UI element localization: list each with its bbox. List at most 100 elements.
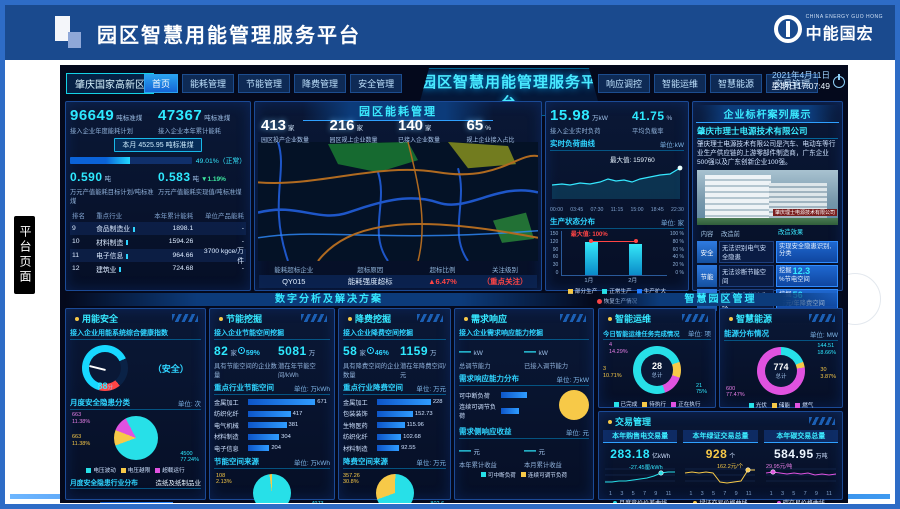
demand-tab[interactable]: 需求响应 [458, 312, 590, 325]
tick-label: 60 [552, 254, 559, 261]
plan-progress: 49.01%（正常） [70, 155, 246, 165]
tick-label: 150 [550, 231, 559, 237]
svg-text:-27.45厘/kWh: -27.45厘/kWh [629, 464, 663, 471]
health-gauge-row: 88分 （安全） [70, 342, 201, 394]
saving-mining-section: 接入企业节能空间挖掘 [214, 328, 330, 340]
datetime: 2021年4月11日 星期日17:07:49 [771, 70, 830, 91]
safety-tab[interactable]: 用能安全 [69, 312, 202, 325]
power-icon[interactable] [833, 76, 845, 88]
progress-fill [70, 156, 130, 164]
tab-energy-mgmt[interactable]: 能耗管理 [182, 74, 235, 93]
demand-pie-graphic [559, 390, 589, 421]
company-logo: CHINA ENERGY GUO HONG 中能国宏 [773, 14, 883, 44]
senergy-tab[interactable]: 智慧能源 [723, 312, 839, 325]
stat-intensity-actual: 0.583 吨 ▼1.19% 万元产值能耗实现值/吨标准煤 [158, 170, 242, 196]
stat-connected-adjust: — kW 已接入调节能力 [524, 344, 569, 370]
park-stats: 413 家 园区投产企业数量 216 家 园区规上企业数量 140 家 已接入企业数量… [261, 117, 535, 144]
tab-home[interactable]: 首页 [144, 74, 179, 93]
demand-capacity-section: 需求响应能力分布 单位: 万kW [459, 374, 589, 386]
tick-label: 40 % [672, 254, 684, 261]
table-row[interactable]: 9 食品制造业 1898.1 - [70, 221, 246, 235]
park-map[interactable] [257, 141, 539, 262]
bar [501, 408, 520, 414]
tab-smart-ops[interactable]: 智能运维 [654, 74, 707, 93]
tab-trade-mgmt[interactable]: 交易管理 [766, 74, 819, 93]
nav-tabs-right: 响应调控 智能运维 智慧能源 交易管理 [598, 74, 819, 93]
tick-label: 1月 [584, 278, 594, 284]
over-limit-header: 能耗超标企业 超标原因 超标比例 关注级别 [274, 267, 519, 274]
trade-tab[interactable]: 交易管理 [602, 415, 839, 428]
benchmark-row-safety: 安全 无法识别电气安全隐患 实现安全隐患识别,分类 [697, 240, 838, 263]
benchmark-description: 肇庆理士电源技术有限公司是汽车、电动车等行业生产供应链的上游零部件制造商，广东企… [697, 141, 836, 166]
curve-x-axis: 00:00 03:45 07:30 11:15 15:00 18:45 22:3… [550, 207, 684, 213]
tick-label: 80 % [672, 238, 684, 245]
banner-digital-analysis: 数字分析及解决方案 [65, 293, 593, 306]
bullet-icon [464, 316, 468, 321]
y-axis-right: 100 % 80 % 60 % 40 % 20 % 0 % [670, 231, 684, 285]
tab-cost-mgmt[interactable]: 降费管理 [294, 74, 347, 93]
pie-label: 4500 77.24% [180, 450, 199, 464]
tick-label: 100 % [669, 231, 684, 237]
stripes-deco [172, 314, 198, 322]
progress-track [70, 156, 192, 164]
tab-safety-mgmt[interactable]: 安全管理 [350, 74, 403, 93]
recovery-line [591, 241, 637, 242]
tick-label: 90 [552, 246, 559, 253]
ops-tab[interactable]: 智能运维 [602, 312, 712, 325]
saving-tab[interactable]: 节能挖掘 [213, 312, 331, 325]
clock-icon [237, 347, 245, 354]
pie-graphic [375, 473, 414, 503]
panel-benchmark-showcase: 企业标杆案列展示 肇庆市理士电源技术有限公司 肇庆理士电源技术有限公司是汽车、电… [692, 101, 843, 311]
pie-graphic [113, 416, 158, 460]
stat-above-scale-companies: 216 家 园区规上企业数量 [329, 117, 378, 144]
bar [248, 399, 316, 405]
bar [377, 433, 402, 440]
table-row[interactable]: 12 建筑业 724.68 - [72, 265, 244, 274]
date-text: 2021年4月11日 [772, 70, 830, 80]
bar [377, 445, 400, 451]
map-graphic [257, 141, 539, 262]
stat-saving-potential: 5081 万 潜在年节能空间/kWh [278, 344, 316, 379]
benchmark-company-name[interactable]: 肇庆市理士电源技术有限公司 [697, 125, 838, 139]
photo-grass [697, 217, 838, 225]
time-text: 星期日17:07:49 [771, 80, 830, 91]
tick-label: 2月 [628, 278, 638, 284]
demand-income-section: 需求侧响应收益 单位: 元 [459, 426, 589, 439]
company-logo-icon [773, 15, 802, 43]
pie-label: 663 11.38% [72, 434, 91, 447]
hazard-pie-chart: 663 11.38% 663 11.38% 4500 77.24% [70, 412, 201, 464]
donut-label: 21 75% [695, 382, 707, 396]
intensity-delta: ▼1.19% [201, 176, 226, 183]
prod-max-label: 最大值: 100% [570, 232, 608, 238]
prod-status-section: 生产状态分布 单位: 家 [550, 217, 684, 229]
table-row[interactable]: 10 材料制造 1594.26 - [72, 238, 244, 247]
stat-cost-potential: 1159 万 潜在年降费空间/元 [400, 344, 446, 379]
legend-dot-icon [613, 501, 618, 503]
tick-label: 15:00 [630, 207, 644, 213]
tick-label: 20 % [672, 262, 684, 269]
tab-saving-mgmt[interactable]: 节能管理 [238, 74, 291, 93]
table-row[interactable]: 11 电子信息 964.66 3700 kgce/万件 [70, 248, 246, 265]
tab-response-control[interactable]: 响应调控 [598, 74, 651, 93]
cost-mining-section: 接入企业降费空间挖掘 [343, 328, 446, 340]
cost-tab[interactable]: 降费挖掘 [342, 312, 447, 325]
table-header-row: 排名 重点行业 本年累计能耗 单位产品能耗 [72, 212, 244, 220]
health-gauge: 88分 [82, 345, 129, 391]
cost-bars: 金属加工 228 包装装饰 152.73 生物医药 115.96 纺织化纤 102.68… [343, 399, 443, 453]
over-limit-table: 能耗超标企业 超标原因 超标比例 关注级别 QY015 能耗强度超标 ▲6.47… [259, 263, 537, 288]
page-title: 园区智慧用能管理服务平台 [97, 25, 361, 47]
stripes-deco [809, 314, 835, 322]
bullet-icon [219, 316, 223, 321]
tab-smart-energy[interactable]: 智慧能源 [710, 74, 763, 93]
bar [377, 399, 431, 405]
over-limit-row[interactable]: QY015 能耗强度超标 ▲6.47% （重点关注） [259, 275, 537, 288]
bullet-icon [608, 419, 612, 424]
region-selector-button[interactable]: 肇庆国家高新区 [66, 73, 154, 94]
side-tab-platform-page[interactable]: 平台页面 [14, 216, 35, 294]
month-consumption-badge[interactable]: 本月 4525.95 吨标准煤 [114, 138, 202, 152]
senergy-section: 能源分布情况 单位: MW [724, 329, 838, 341]
stat-intensity-target: 0.590 吨 万元产值能耗目标计划/吨标准煤 [70, 170, 154, 205]
